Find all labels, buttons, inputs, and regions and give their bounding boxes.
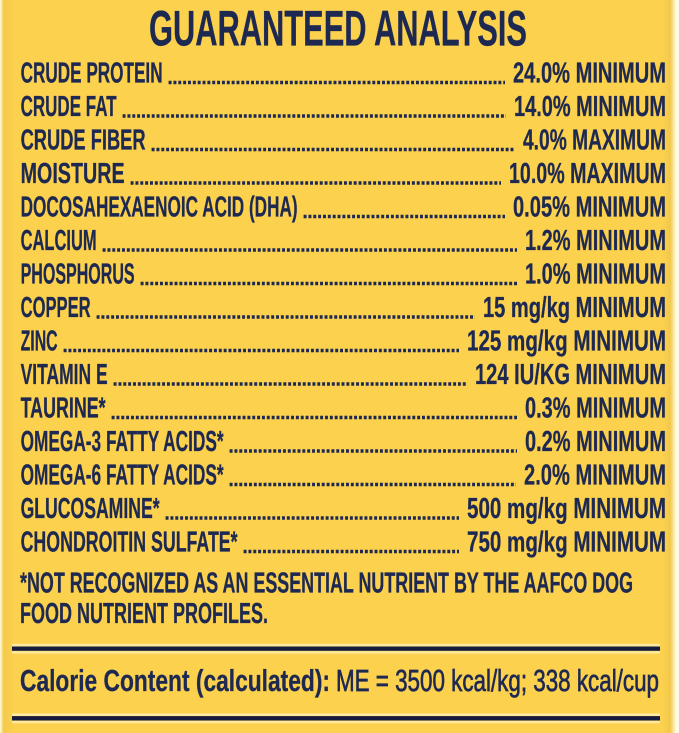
svg-text:CRUDE PROTEIN: CRUDE PROTEIN: [21, 57, 163, 89]
svg-text:15 mg/kg MINIMUM: 15 mg/kg MINIMUM: [483, 292, 666, 324]
svg-text:124 IU/KG MINIMUM: 124 IU/KG MINIMUM: [475, 359, 666, 391]
svg-text:ME = 3500 kcal/kg; 338 kcal/cu: ME = 3500 kcal/kg; 338 kcal/cup: [336, 664, 659, 698]
svg-text:14.0% MINIMUM: 14.0% MINIMUM: [514, 91, 666, 123]
svg-text:750 mg/kg MINIMUM: 750 mg/kg MINIMUM: [467, 526, 666, 558]
svg-text:CALCIUM: CALCIUM: [21, 225, 97, 257]
svg-text:CHONDROITIN SULFATE*: CHONDROITIN SULFATE*: [21, 526, 239, 558]
svg-text:24.0% MINIMUM: 24.0% MINIMUM: [513, 57, 666, 89]
svg-text:GLUCOSAMINE*: GLUCOSAMINE*: [21, 493, 161, 525]
svg-text:4.0% MAXIMUM: 4.0% MAXIMUM: [523, 124, 666, 156]
svg-text:CRUDE FAT: CRUDE FAT: [21, 91, 117, 123]
svg-text:0.3% MINIMUM: 0.3% MINIMUM: [525, 392, 666, 424]
svg-text:ZINC: ZINC: [21, 325, 58, 357]
svg-text:125 mg/kg MINIMUM: 125 mg/kg MINIMUM: [467, 325, 666, 357]
svg-text:CRUDE FIBER: CRUDE FIBER: [21, 124, 146, 156]
svg-text:0.05% MINIMUM: 0.05% MINIMUM: [513, 191, 666, 223]
svg-text:10.0% MAXIMUM: 10.0% MAXIMUM: [509, 158, 666, 190]
svg-text:500 mg/kg MINIMUM: 500 mg/kg MINIMUM: [467, 493, 666, 525]
svg-text:OMEGA-6 FATTY ACIDS*: OMEGA-6 FATTY ACIDS*: [21, 459, 225, 491]
svg-text:VITAMIN E: VITAMIN E: [21, 359, 108, 391]
svg-text:Calorie Content (calculated):: Calorie Content (calculated):: [20, 664, 330, 698]
svg-text:DOCOSAHEXAENOIC ACID (DHA): DOCOSAHEXAENOIC ACID (DHA): [21, 191, 298, 223]
svg-text:FOOD NUTRIENT PROFILES.: FOOD NUTRIENT PROFILES.: [20, 598, 268, 630]
svg-text:GUARANTEED ANALYSIS: GUARANTEED ANALYSIS: [149, 1, 527, 57]
svg-text:0.2% MINIMUM: 0.2% MINIMUM: [525, 426, 666, 458]
svg-text:MOISTURE: MOISTURE: [21, 158, 125, 190]
svg-text:TAURINE*: TAURINE*: [21, 392, 107, 424]
svg-text:PHOSPHORUS: PHOSPHORUS: [21, 258, 135, 290]
svg-text:1.2% MINIMUM: 1.2% MINIMUM: [525, 225, 666, 257]
svg-text:OMEGA-3 FATTY ACIDS*: OMEGA-3 FATTY ACIDS*: [21, 426, 225, 458]
svg-text:*NOT RECOGNIZED AS AN ESSENTIA: *NOT RECOGNIZED AS AN ESSENTIAL NUTRIENT…: [20, 568, 633, 600]
svg-text:1.0% MINIMUM: 1.0% MINIMUM: [525, 258, 666, 290]
svg-text:COPPER: COPPER: [21, 292, 91, 324]
svg-text:2.0% MINIMUM: 2.0% MINIMUM: [524, 459, 666, 491]
